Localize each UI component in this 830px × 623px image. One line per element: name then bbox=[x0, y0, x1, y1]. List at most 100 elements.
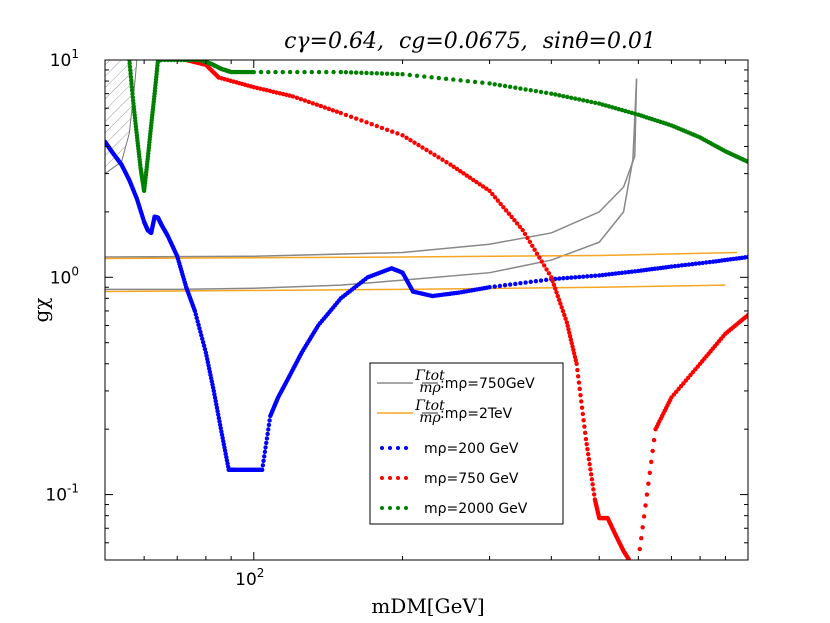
series-1-line-1 bbox=[105, 251, 738, 260]
series-3-point bbox=[416, 142, 421, 148]
series-3-point bbox=[639, 535, 644, 541]
series-2-point bbox=[561, 276, 566, 281]
series-4-point bbox=[553, 92, 558, 97]
series-2-point bbox=[216, 412, 221, 417]
series-3-point bbox=[590, 482, 595, 487]
series-4-point bbox=[543, 90, 549, 96]
series-2-point bbox=[262, 454, 267, 459]
series-2-point bbox=[683, 262, 688, 268]
series-2-point bbox=[265, 431, 270, 437]
series-2-point bbox=[267, 418, 272, 423]
series-3-point bbox=[583, 436, 589, 442]
series-4-point bbox=[400, 72, 405, 77]
legend-swatch-dot bbox=[396, 446, 400, 450]
series-4-point bbox=[168, 60, 174, 63]
series-2-point bbox=[573, 275, 578, 280]
series-3-point bbox=[566, 327, 571, 332]
series-2-point bbox=[200, 340, 206, 345]
series-3-point bbox=[428, 150, 433, 155]
series-3-point bbox=[586, 457, 592, 462]
series-2-point bbox=[196, 322, 201, 328]
series-3-point bbox=[412, 140, 417, 145]
series-4-point bbox=[127, 61, 132, 66]
series-3-point bbox=[369, 122, 374, 127]
legend-label: :mρ=750GeV bbox=[440, 376, 535, 392]
series-3-point bbox=[364, 120, 369, 125]
chart-title: cγ=0.64, cg=0.0675, sinθ=0.01 bbox=[284, 29, 656, 54]
series-3-point bbox=[314, 102, 320, 107]
series-4-point bbox=[528, 88, 533, 93]
series-3-point bbox=[581, 418, 586, 423]
series-2-point bbox=[266, 427, 271, 432]
series-3-point bbox=[464, 173, 469, 178]
series-3-point bbox=[467, 175, 473, 180]
series-4-point bbox=[585, 98, 590, 104]
series-3-point bbox=[474, 179, 479, 185]
series-3-point bbox=[322, 105, 328, 110]
series-2-point bbox=[264, 440, 269, 446]
series-4-point bbox=[302, 69, 307, 75]
series-2-point bbox=[626, 269, 631, 275]
series-2-point bbox=[528, 279, 533, 285]
series-2-point bbox=[610, 271, 615, 277]
series-4-point bbox=[497, 82, 503, 88]
series-2-point bbox=[197, 326, 202, 331]
series-3-point bbox=[578, 392, 583, 398]
series-3-point bbox=[527, 239, 533, 245]
series-3-point bbox=[554, 290, 559, 295]
series-3-point bbox=[541, 263, 547, 268]
series-4-point bbox=[502, 83, 508, 89]
series-2-point bbox=[259, 467, 265, 473]
series-4-point bbox=[384, 71, 390, 76]
series-3-point bbox=[298, 96, 304, 102]
series-3-point bbox=[432, 152, 437, 158]
series-1 bbox=[105, 251, 738, 293]
series-4-point bbox=[507, 84, 513, 90]
series-4-point bbox=[129, 78, 134, 83]
series-4-point bbox=[128, 74, 134, 80]
series-2-point bbox=[613, 271, 618, 276]
series-4-point bbox=[480, 80, 485, 85]
series-3-point bbox=[641, 514, 647, 519]
series-4-point bbox=[395, 71, 400, 77]
series-3-point bbox=[585, 446, 590, 452]
series-4-point bbox=[538, 89, 544, 95]
series-3-point bbox=[572, 354, 578, 360]
series-3-point bbox=[576, 380, 582, 385]
series-3-point bbox=[539, 259, 544, 264]
series-3-point bbox=[326, 106, 332, 112]
series-2-point bbox=[217, 422, 223, 427]
series-4-point bbox=[191, 60, 197, 63]
series-2-point bbox=[194, 315, 199, 321]
series-2-point bbox=[697, 261, 702, 266]
series-3-point bbox=[567, 333, 573, 339]
series-2-point bbox=[215, 409, 220, 414]
series-3-point bbox=[522, 231, 528, 237]
series-2-point bbox=[523, 280, 528, 285]
series-4-point bbox=[266, 69, 271, 75]
series-4 bbox=[127, 60, 748, 194]
series-2-point bbox=[676, 263, 681, 268]
series-4-point bbox=[407, 72, 413, 78]
legend-swatch-dot bbox=[388, 476, 392, 480]
series-3-point bbox=[390, 129, 395, 134]
series-3-point bbox=[575, 374, 581, 379]
series-4-point bbox=[251, 69, 256, 75]
series-3-point bbox=[490, 191, 495, 197]
series-4-point bbox=[309, 69, 314, 75]
series-3-point bbox=[646, 481, 651, 486]
series-3-point bbox=[530, 243, 535, 248]
series-2-point bbox=[212, 395, 218, 400]
series-4-point bbox=[369, 70, 374, 76]
title-c-gamma: cγ=0.64, bbox=[284, 29, 384, 54]
series-2-point bbox=[497, 283, 503, 289]
series-4-point bbox=[181, 60, 187, 63]
series-3-point bbox=[517, 224, 523, 229]
legend-swatch-dot bbox=[380, 476, 384, 480]
series-2-point bbox=[593, 273, 598, 278]
series-2-point bbox=[513, 281, 518, 287]
y-tick-label: 101 bbox=[50, 47, 79, 71]
series-3-point bbox=[562, 312, 567, 318]
series-2-point bbox=[619, 270, 625, 275]
series-0-line-0 bbox=[105, 78, 638, 291]
